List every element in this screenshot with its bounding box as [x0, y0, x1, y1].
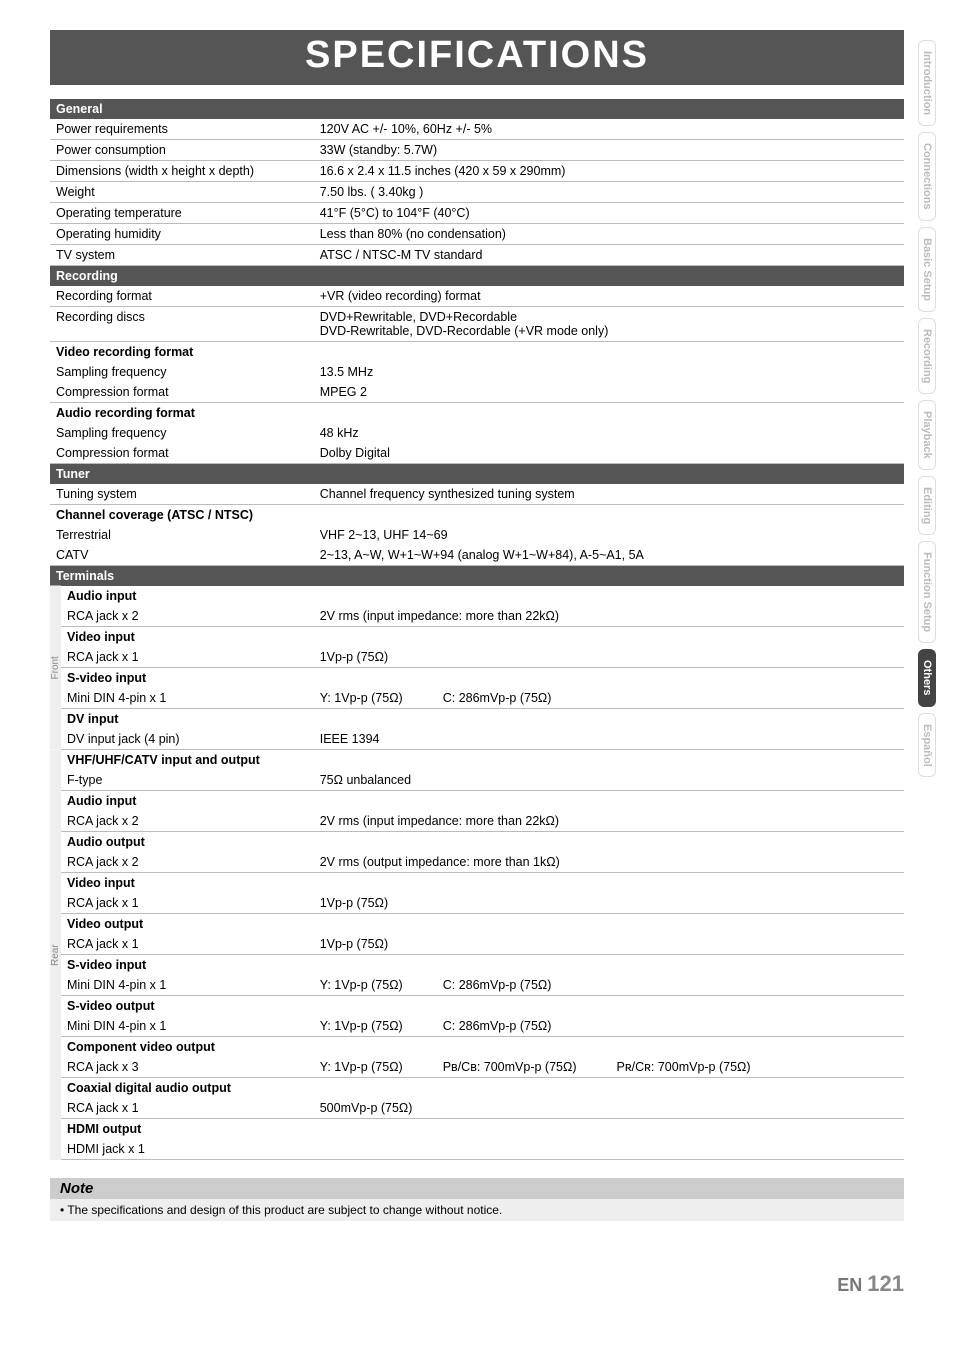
row-rec-format: Recording format+VR (video recording) fo…	[50, 286, 904, 307]
row-video-rec-comp: Compression formatMPEG 2	[50, 382, 904, 403]
row-rear-audio-in-h: Audio input	[50, 791, 904, 812]
row-dimensions: Dimensions (width x height x depth)16.6 …	[50, 161, 904, 182]
front-side-label: Front	[50, 586, 61, 750]
side-tabs: Introduction Connections Basic Setup Rec…	[918, 40, 948, 783]
row-front-dv-in: DV input jack (4 pin)IEEE 1394	[50, 729, 904, 750]
section-header-general: General	[50, 99, 904, 119]
row-front-audio-in-h: FrontAudio input	[50, 586, 904, 606]
row-power-req: Power requirements120V AC +/- 10%, 60Hz …	[50, 119, 904, 140]
row-power-cons: Power consumption33W (standby: 5.7W)	[50, 140, 904, 161]
row-front-svideo-in: Mini DIN 4-pin x 1Y: 1Vp-p (75Ω)C: 286mV…	[50, 688, 904, 709]
note-body: • The specifications and design of this …	[50, 1199, 904, 1221]
row-rear-svideo-out: Mini DIN 4-pin x 1Y: 1Vp-p (75Ω)C: 286mV…	[50, 1016, 904, 1037]
row-rear-hdmi: HDMI jack x 1	[50, 1139, 904, 1160]
row-weight: Weight7.50 lbs. ( 3.40kg )	[50, 182, 904, 203]
section-header-terminals: Terminals	[50, 566, 904, 587]
row-rear-video-in-h: Video input	[50, 873, 904, 894]
page-content: SPECIFICATIONS General Power requirement…	[0, 0, 954, 1241]
specifications-table: General Power requirements120V AC +/- 10…	[50, 99, 904, 1160]
tab-playback[interactable]: Playback	[918, 400, 936, 470]
row-rear-coax-h: Coaxial digital audio output	[50, 1078, 904, 1099]
row-video-rec-samp: Sampling frequency13.5 MHz	[50, 362, 904, 382]
row-terrestrial: TerrestrialVHF 2~13, UHF 14~69	[50, 525, 904, 545]
row-rear-video-out-h: Video output	[50, 914, 904, 935]
row-rear-vhf: F-type75Ω unbalanced	[50, 770, 904, 791]
tab-connections[interactable]: Connections	[918, 132, 936, 221]
tab-espanol[interactable]: Español	[918, 713, 936, 778]
row-op-temp: Operating temperature41°F (5°C) to 104°F…	[50, 203, 904, 224]
rear-side-label: Rear	[50, 750, 61, 1160]
row-rear-svideo-in: Mini DIN 4-pin x 1Y: 1Vp-p (75Ω)C: 286mV…	[50, 975, 904, 996]
tab-others[interactable]: Others	[918, 649, 936, 706]
row-rear-video-in: RCA jack x 11Vp-p (75Ω)	[50, 893, 904, 914]
page-footer: EN 121	[0, 1241, 954, 1317]
row-rear-svideo-in-h: S-video input	[50, 955, 904, 976]
row-front-video-in: RCA jack x 11Vp-p (75Ω)	[50, 647, 904, 668]
tab-function-setup[interactable]: Function Setup	[918, 541, 936, 643]
row-audio-rec-hdr: Audio recording format	[50, 403, 904, 424]
row-video-rec-hdr: Video recording format	[50, 342, 904, 363]
row-tuning-system: Tuning systemChannel frequency synthesiz…	[50, 484, 904, 505]
row-rec-discs: Recording discsDVD+Rewritable, DVD+Recor…	[50, 307, 904, 342]
row-front-audio-in: RCA jack x 22V rms (input impedance: mor…	[50, 606, 904, 627]
tab-recording[interactable]: Recording	[918, 318, 936, 394]
row-front-dv-h: DV input	[50, 709, 904, 730]
row-rear-audio-in: RCA jack x 22V rms (input impedance: mor…	[50, 811, 904, 832]
row-op-hum: Operating humidityLess than 80% (no cond…	[50, 224, 904, 245]
row-rear-audio-out: RCA jack x 22V rms (output impedance: mo…	[50, 852, 904, 873]
section-header-tuner: Tuner	[50, 464, 904, 485]
row-rear-comp: RCA jack x 3Y: 1Vp-p (75Ω)Pʙ/Cʙ: 700mVp-…	[50, 1057, 904, 1078]
row-rear-comp-h: Component video output	[50, 1037, 904, 1058]
footer-lang: EN	[837, 1275, 862, 1295]
row-catv: CATV2~13, A~W, W+1~W+94 (analog W+1~W+84…	[50, 545, 904, 566]
page-title: SPECIFICATIONS	[50, 30, 904, 85]
section-header-recording: Recording	[50, 266, 904, 287]
note-box: Note • The specifications and design of …	[50, 1178, 904, 1221]
row-rear-vhf-h: RearVHF/UHF/CATV input and output	[50, 750, 904, 771]
row-front-svideo-h: S-video input	[50, 668, 904, 689]
row-coverage-hdr: Channel coverage (ATSC / NTSC)	[50, 505, 904, 526]
row-rear-audio-out-h: Audio output	[50, 832, 904, 853]
row-rear-hdmi-h: HDMI output	[50, 1119, 904, 1140]
footer-page-number: 121	[867, 1271, 904, 1296]
row-tv-system: TV systemATSC / NTSC-M TV standard	[50, 245, 904, 266]
note-header: Note	[50, 1178, 904, 1199]
row-front-video-in-h: Video input	[50, 627, 904, 648]
tab-introduction[interactable]: Introduction	[918, 40, 936, 126]
row-audio-rec-comp: Compression formatDolby Digital	[50, 443, 904, 464]
tab-basic-setup[interactable]: Basic Setup	[918, 227, 936, 312]
row-audio-rec-samp: Sampling frequency48 kHz	[50, 423, 904, 443]
row-rear-video-out: RCA jack x 11Vp-p (75Ω)	[50, 934, 904, 955]
tab-editing[interactable]: Editing	[918, 476, 936, 535]
row-rear-coax: RCA jack x 1500mVp-p (75Ω)	[50, 1098, 904, 1119]
row-rear-svideo-out-h: S-video output	[50, 996, 904, 1017]
